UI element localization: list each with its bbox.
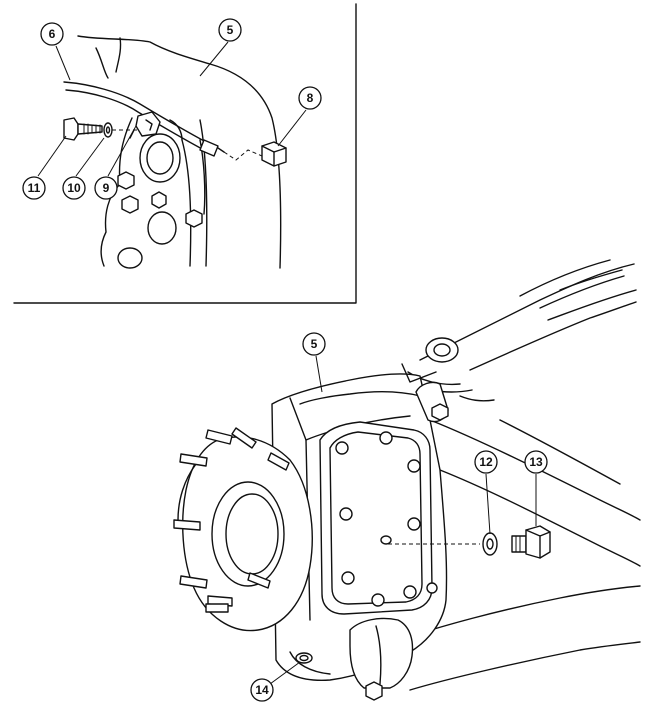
callout-11: 11 (22, 176, 46, 200)
callout-6-label: 6 (49, 27, 56, 41)
hub-flange (173, 427, 313, 632)
bolt (63, 117, 103, 141)
sealing-washer (482, 532, 498, 556)
callout-5-detail: 5 (218, 18, 242, 42)
detail-inset: 6 5 8 9 10 11 (13, 3, 357, 304)
callout-5-main: 5 (302, 332, 326, 356)
callout-8-label: 8 (307, 91, 314, 105)
brake-line (63, 81, 225, 157)
callout-13: 13 (524, 450, 548, 474)
callout-14: 14 (250, 678, 274, 702)
plug (511, 525, 551, 559)
callout-14-label: 14 (255, 683, 269, 697)
callout-5-main-label: 5 (311, 337, 318, 351)
callout-11-label: 11 (28, 181, 41, 195)
fitting (261, 141, 287, 167)
callout-6: 6 (40, 22, 64, 46)
main-view: 5 12 13 14 (173, 259, 641, 702)
inset-frame (13, 3, 357, 304)
callout-5-detail-label: 5 (227, 23, 234, 37)
callout-10-label: 10 (67, 181, 81, 195)
callout-12: 12 (474, 450, 498, 474)
callout-12-label: 12 (479, 455, 493, 469)
wheel-studs (173, 427, 290, 613)
callout-10: 10 (62, 176, 86, 200)
callout-9: 9 (94, 176, 118, 200)
callout-9-label: 9 (103, 181, 110, 195)
washer (103, 122, 113, 138)
steering-knuckle (271, 363, 449, 701)
brake-line-clip (129, 111, 161, 139)
callout-8: 8 (298, 86, 322, 110)
callout-13-label: 13 (529, 455, 543, 469)
housing-detail (77, 35, 282, 269)
assembly-path-fitting (223, 149, 263, 161)
